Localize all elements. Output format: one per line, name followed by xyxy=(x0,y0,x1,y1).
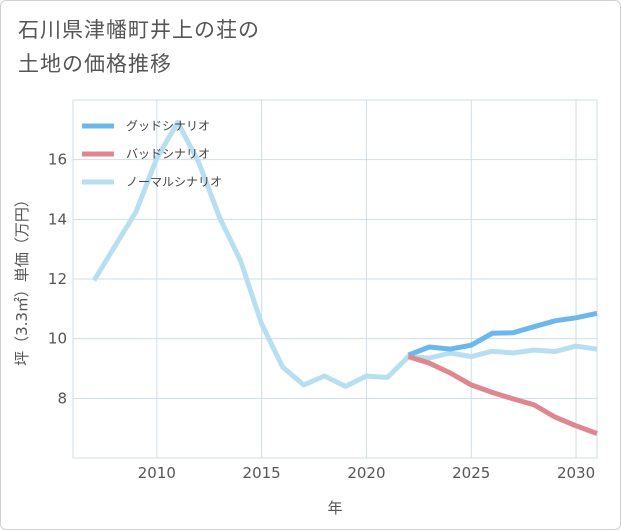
y-tick-label: 16 xyxy=(48,151,67,169)
y-tick-label: 8 xyxy=(57,389,67,407)
series-line-1 xyxy=(407,354,598,436)
y-axis-title: 坪（3.3㎡）単価（万円） xyxy=(13,192,31,366)
x-tick-label: 2025 xyxy=(452,464,490,482)
series-lines xyxy=(91,119,598,436)
legend-label-1: バッドシナリオ xyxy=(126,147,210,161)
chart-title-line-2: 土地の価格推移 xyxy=(18,52,172,76)
series-line-2 xyxy=(91,119,598,389)
x-axis-title: 年 xyxy=(327,499,342,517)
axes: 2010 2015 2020 2025 2030 8 10 12 14 16 xyxy=(48,151,595,482)
y-tick-label: 14 xyxy=(48,210,67,228)
series-line-0 xyxy=(407,310,598,358)
x-tick-label: 2030 xyxy=(557,464,595,482)
x-tick-label: 2010 xyxy=(138,464,176,482)
x-tick-label: 2015 xyxy=(243,464,281,482)
chart-title: 石川県津幡町井上の荘の 土地の価格推移 xyxy=(18,13,260,81)
legend-label-2: ノーマルシナリオ xyxy=(126,175,222,189)
legend-label-0: グッドシナリオ xyxy=(126,119,210,133)
y-tick-label: 12 xyxy=(48,270,67,288)
y-tick-label: 10 xyxy=(48,330,67,348)
chart-title-line-1: 石川県津幡町井上の荘の xyxy=(18,18,260,42)
x-tick-label: 2020 xyxy=(347,464,385,482)
